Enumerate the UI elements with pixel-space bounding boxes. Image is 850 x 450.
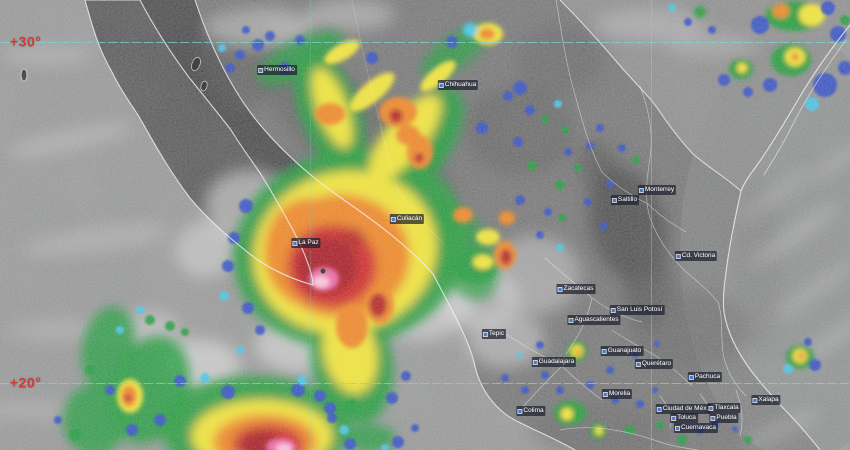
city-marker-icon xyxy=(636,362,640,366)
city-marker-icon xyxy=(676,254,680,258)
city-marker-icon xyxy=(689,375,693,379)
city-label: Colima xyxy=(516,406,546,416)
city-label: Pachuca xyxy=(687,372,723,382)
city-label: Xalapa xyxy=(751,395,781,405)
city-marker-icon xyxy=(603,392,607,396)
city-marker-icon xyxy=(533,360,537,364)
city-name: Aguascalientes xyxy=(574,316,619,323)
city-name: Tepic xyxy=(488,330,505,337)
city-label: Guanajuato xyxy=(600,346,644,356)
city-label: Morelia xyxy=(601,389,633,399)
city-name: La Paz xyxy=(298,239,319,246)
city-marker-icon xyxy=(657,407,661,411)
city-label: Monterrey xyxy=(637,185,677,195)
latitude-label: +30° xyxy=(10,33,42,50)
city-name: Ciudad de Méx. xyxy=(662,405,709,412)
city-name: Xalapa xyxy=(758,396,779,403)
city-name: Toluca xyxy=(677,414,696,421)
city-marker-icon xyxy=(753,398,757,402)
city-marker-icon xyxy=(639,188,643,192)
city-name: Colima xyxy=(523,407,544,414)
city-label: Saltillo xyxy=(610,195,640,205)
city-marker-icon xyxy=(675,426,679,430)
city-marker-icon xyxy=(711,416,715,420)
city-marker-icon xyxy=(611,308,615,312)
city-marker-icon xyxy=(483,332,487,336)
city-label: Ciudad de Méx. xyxy=(655,404,711,414)
city-name: Guanajuato xyxy=(607,347,642,354)
city-name: Guadalajara xyxy=(538,358,575,365)
city-name: Culiacán xyxy=(396,215,423,222)
city-marker-icon xyxy=(602,349,606,353)
city-name: Pachuca xyxy=(694,373,721,380)
city-label: Zacatecas xyxy=(556,284,596,294)
city-name: Cuernavaca xyxy=(680,424,717,431)
city-name: Puebla xyxy=(716,414,737,421)
city-name: Saltillo xyxy=(617,196,638,203)
city-name: San Luis Potosí xyxy=(616,306,663,313)
city-label: Culiacán xyxy=(389,214,425,224)
city-label: Chihuahua xyxy=(437,80,479,90)
city-marker-icon xyxy=(518,409,522,413)
city-label: Aguascalientes xyxy=(567,315,621,325)
city-label: Toluca xyxy=(670,413,698,423)
city-name: Hermosillo xyxy=(264,66,295,73)
city-marker-icon xyxy=(259,68,263,72)
city-label: San Luis Potosí xyxy=(609,305,665,315)
city-name: Chihuahua xyxy=(444,81,477,88)
city-marker-icon xyxy=(672,416,676,420)
city-name: Zacatecas xyxy=(563,285,594,292)
latitude-label: +20° xyxy=(10,374,42,391)
city-name: Monterrey xyxy=(644,186,675,193)
city-label: Tepic xyxy=(481,329,507,339)
city-name: Querétaro xyxy=(641,360,672,367)
city-marker-icon xyxy=(569,318,573,322)
city-label: Hermosillo xyxy=(257,65,297,75)
city-label: La Paz xyxy=(291,238,321,248)
city-marker-icon xyxy=(293,241,297,245)
city-name: Cd. Victoria xyxy=(681,252,716,259)
city-name: Tlaxcala xyxy=(714,404,739,411)
city-name: Morelia xyxy=(608,390,631,397)
city-label: Cuernavaca xyxy=(673,423,719,433)
city-label: Querétaro xyxy=(634,359,674,369)
city-label: Guadalajara xyxy=(531,357,577,367)
city-marker-icon xyxy=(709,406,713,410)
city-marker-icon xyxy=(558,287,562,291)
city-marker-icon xyxy=(612,198,616,202)
city-label: Tlaxcala xyxy=(707,403,741,413)
city-label: Cd. Victoria xyxy=(674,251,718,261)
city-label: Puebla xyxy=(709,413,739,423)
city-marker-icon xyxy=(391,217,395,221)
city-marker-icon xyxy=(439,83,443,87)
